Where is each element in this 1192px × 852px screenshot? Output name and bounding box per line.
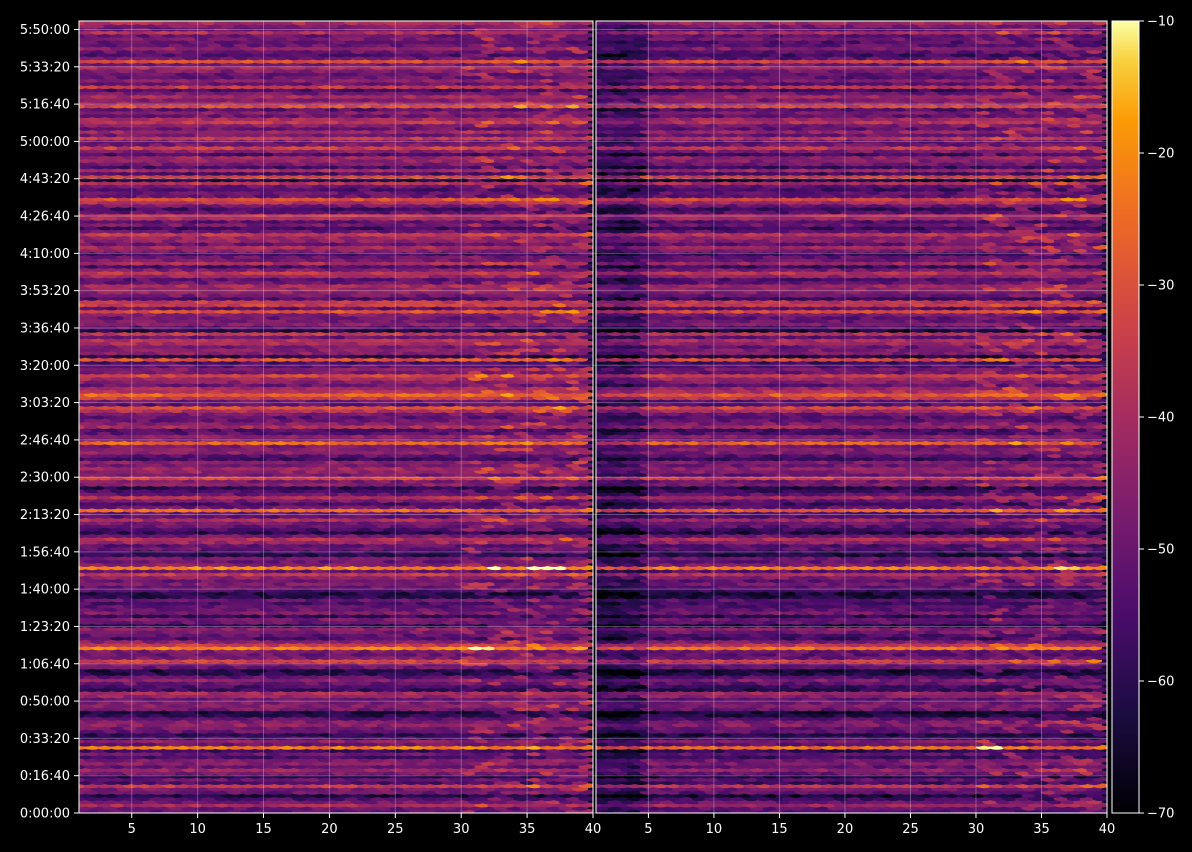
x-tick-label: 5 <box>644 822 652 837</box>
x-tick-label: 5 <box>128 822 136 837</box>
x-tick-label: 25 <box>387 822 404 837</box>
colorbar-tick-label: −30 <box>1147 279 1174 294</box>
panel-frame <box>595 20 1108 814</box>
colorbar: −70 −60 −50 −40 −30 −20 −10 <box>1111 15 1174 822</box>
y-tick-label: 0:50:00 <box>20 695 70 710</box>
y-tick-label: 0:00:00 <box>20 807 70 822</box>
x-tick-label: 30 <box>453 822 470 837</box>
y-tick-label: 5:33:20 <box>20 60 70 75</box>
colorbar-tick-label: −10 <box>1147 15 1174 30</box>
y-tick-label: 1:40:00 <box>20 583 70 598</box>
x-tick-label: 15 <box>771 822 788 837</box>
x-tick-label: 35 <box>1033 822 1050 837</box>
colorbar-tick-label: −50 <box>1147 543 1174 558</box>
y-tick-label: 1:06:40 <box>20 657 70 672</box>
y-tick-label: 3:53:20 <box>20 284 70 299</box>
y-tick-label: 5:50:00 <box>20 23 70 38</box>
y-tick-label: 2:30:00 <box>20 471 70 486</box>
x-tick-label: 10 <box>189 822 206 837</box>
y-tick-label: 3:03:20 <box>20 396 70 411</box>
colorbar-tick-label: −60 <box>1147 675 1174 690</box>
x-tick-label: 40 <box>1099 822 1116 837</box>
colorbar-tick-label: −40 <box>1147 411 1174 426</box>
y-tick-label: 4:43:20 <box>20 172 70 187</box>
colorbar-tick-label: −20 <box>1147 147 1174 162</box>
x-tick-label: 40 <box>585 822 602 837</box>
y-tick-label: 3:36:40 <box>20 321 70 336</box>
x-tick-label: 35 <box>519 822 536 837</box>
y-tick-label: 3:20:00 <box>20 359 70 374</box>
y-tick-label: 5:16:40 <box>20 98 70 113</box>
x-tick-label: 10 <box>706 822 723 837</box>
y-tick-label: 4:26:40 <box>20 210 70 225</box>
y-tick-label: 0:33:20 <box>20 732 70 747</box>
x-tick-label: 20 <box>321 822 338 837</box>
y-tick-label: 0:16:40 <box>20 769 70 784</box>
y-tick-label: 5:00:00 <box>20 135 70 150</box>
heatmap-panel-right <box>596 21 1107 813</box>
y-tick-label: 4:10:00 <box>20 247 70 262</box>
y-tick-label: 1:56:40 <box>20 545 70 560</box>
y-tick-label: 2:13:20 <box>20 508 70 523</box>
y-tick-label: 2:46:40 <box>20 433 70 448</box>
axes: 5 10 15 20 25 30 35 40 5 10 15 20 25 30 35 40 0:00:00 0:1… <box>20 20 1116 837</box>
colorbar-gradient <box>1111 20 1140 814</box>
x-tick-label: 25 <box>902 822 919 837</box>
y-tick-label: 1:23:20 <box>20 620 70 635</box>
x-tick-label: 15 <box>255 822 272 837</box>
colorbar-tick-label: −70 <box>1147 807 1174 822</box>
x-tick-label: 30 <box>968 822 985 837</box>
heatmap-panel-left <box>79 21 593 813</box>
x-tick-label: 20 <box>837 822 854 837</box>
panel-frame <box>78 20 594 814</box>
